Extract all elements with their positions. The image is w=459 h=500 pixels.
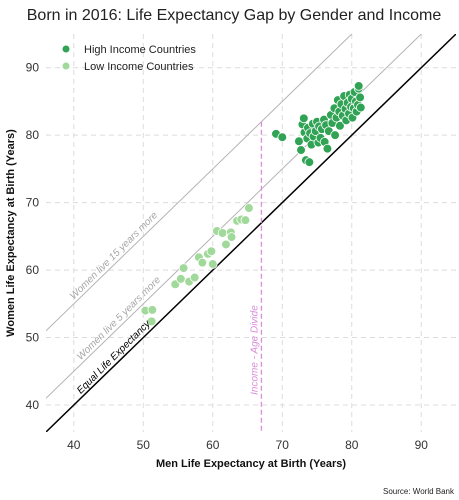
x-tick-label: 50	[137, 438, 151, 452]
x-tick-label: 40	[67, 438, 81, 452]
reference-line	[46, 34, 353, 332]
low-income-point	[189, 272, 200, 283]
x-tick-label: 90	[415, 438, 429, 452]
high-income-point	[299, 113, 309, 124]
low-income-point	[217, 228, 228, 238]
high-income-point	[277, 132, 288, 143]
y-tick-label: 80	[26, 128, 40, 142]
reference-line	[46, 34, 422, 399]
legend: High Income Countries Low Income Countri…	[62, 44, 196, 73]
high-income-point	[322, 143, 333, 154]
income-divide-label: Income - Age Divide	[249, 305, 260, 395]
data-points	[140, 81, 366, 327]
y-tick-label: 50	[26, 331, 40, 345]
y-tick-label: 40	[26, 398, 40, 412]
high-income-point	[294, 136, 304, 147]
low-income-point	[146, 316, 157, 327]
legend-label-low-income: Low Income Countries	[84, 61, 194, 73]
reference-lines	[46, 34, 456, 432]
low-income-point	[178, 263, 189, 273]
low-income-point	[221, 239, 231, 250]
high-income-point	[335, 120, 345, 131]
low-income-point	[240, 215, 251, 225]
chart-title: Born in 2016: Life Expectancy Gap by Gen…	[27, 7, 442, 24]
legend-label-high-income: High Income Countries	[84, 44, 196, 56]
low-income-point	[176, 274, 186, 284]
x-tick-label: 80	[345, 438, 359, 452]
reference-line	[46, 34, 456, 432]
y-tick-label: 90	[26, 61, 40, 75]
low-income-point	[207, 259, 218, 269]
high-income-point	[330, 130, 340, 140]
low-income-point	[226, 232, 237, 242]
x-axis-title: Men Life Expectancy at Birth (Years)	[156, 458, 346, 470]
low-income-point	[147, 305, 158, 315]
high-income-point	[355, 102, 366, 113]
y-tick-label: 60	[26, 263, 40, 277]
x-tick-label: 70	[276, 438, 290, 452]
high-income-point	[355, 92, 365, 103]
legend-marker-low-income	[62, 62, 70, 70]
high-income-point	[353, 81, 364, 91]
y-axis-title: Women Life Expectancy at Birth (Years)	[5, 129, 17, 337]
legend-marker-high-income	[62, 45, 70, 53]
y-tick-label: 70	[26, 196, 40, 210]
low-income-point	[206, 246, 217, 257]
source-note: Source: World Bank	[383, 487, 455, 496]
low-income-point	[197, 257, 208, 268]
x-tick-label: 60	[206, 438, 220, 452]
high-income-point	[304, 157, 315, 167]
tick-labels: 40 50 60 70 80 90 40 50 60 70 80 90	[26, 61, 429, 452]
high-income-point	[296, 145, 306, 155]
low-income-point	[244, 203, 254, 213]
